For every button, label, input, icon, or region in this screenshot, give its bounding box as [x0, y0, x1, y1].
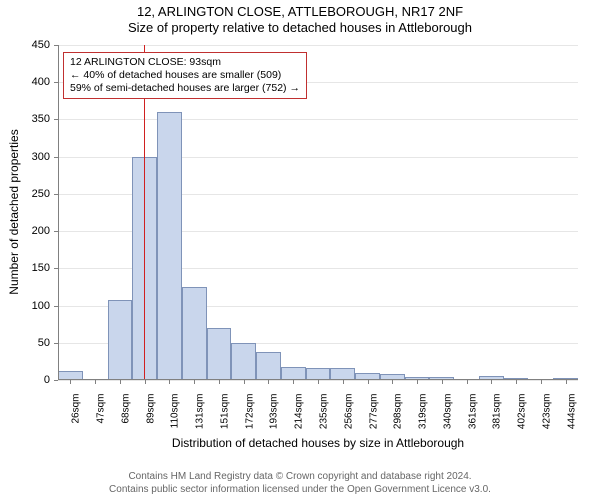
x-tick-mark [70, 380, 71, 384]
x-axis-title: Distribution of detached houses by size … [58, 436, 578, 450]
histogram-bar [157, 112, 182, 380]
y-tick-mark [54, 82, 58, 83]
y-tick-mark [54, 268, 58, 269]
x-tick-mark [392, 380, 393, 384]
histogram-bar [182, 287, 207, 380]
x-tick-mark [491, 380, 492, 384]
x-tick-mark [516, 380, 517, 384]
gridline [58, 45, 578, 46]
y-tick-mark [54, 306, 58, 307]
x-tick-mark [194, 380, 195, 384]
x-tick-mark [120, 380, 121, 384]
y-tick-mark [54, 157, 58, 158]
histogram-bar [281, 367, 306, 380]
x-tick-mark [566, 380, 567, 384]
x-tick-mark [145, 380, 146, 384]
x-tick-mark [541, 380, 542, 384]
annotation-box: 12 ARLINGTON CLOSE: 93sqm ← 40% of detac… [63, 52, 307, 99]
x-tick-mark [467, 380, 468, 384]
x-tick-mark [417, 380, 418, 384]
footer-line: Contains public sector information licen… [0, 484, 600, 497]
y-axis-title: Number of detached properties [7, 12, 21, 412]
x-tick-mark [219, 380, 220, 384]
x-tick-mark [293, 380, 294, 384]
x-tick-mark [244, 380, 245, 384]
chart-title-line1: 12, ARLINGTON CLOSE, ATTLEBOROUGH, NR17 … [0, 4, 600, 20]
y-tick-mark [54, 380, 58, 381]
footer-line: Contains HM Land Registry data © Crown c… [0, 471, 600, 484]
chart-title-line2: Size of property relative to detached ho… [0, 20, 600, 36]
histogram-bar [207, 328, 232, 380]
annotation-line: 12 ARLINGTON CLOSE: 93sqm [70, 56, 300, 69]
chart-title-block: 12, ARLINGTON CLOSE, ATTLEBOROUGH, NR17 … [0, 4, 600, 37]
histogram-bar [231, 343, 256, 380]
y-tick-mark [54, 343, 58, 344]
y-tick-mark [54, 231, 58, 232]
y-tick-mark [54, 119, 58, 120]
histogram-bar [108, 300, 133, 380]
x-tick-mark [343, 380, 344, 384]
footer-block: Contains HM Land Registry data © Crown c… [0, 471, 600, 496]
gridline [58, 119, 578, 120]
x-tick-mark [442, 380, 443, 384]
annotation-line: ← 40% of detached houses are smaller (50… [70, 69, 300, 82]
x-tick-mark [368, 380, 369, 384]
y-tick-mark [54, 45, 58, 46]
x-tick-mark [95, 380, 96, 384]
y-tick-mark [54, 194, 58, 195]
histogram-bar [256, 352, 281, 380]
x-tick-mark [318, 380, 319, 384]
y-axis-line [58, 45, 59, 380]
annotation-line: 59% of semi-detached houses are larger (… [70, 82, 300, 95]
x-tick-mark [169, 380, 170, 384]
x-tick-mark [268, 380, 269, 384]
page-root: 12, ARLINGTON CLOSE, ATTLEBOROUGH, NR17 … [0, 0, 600, 500]
